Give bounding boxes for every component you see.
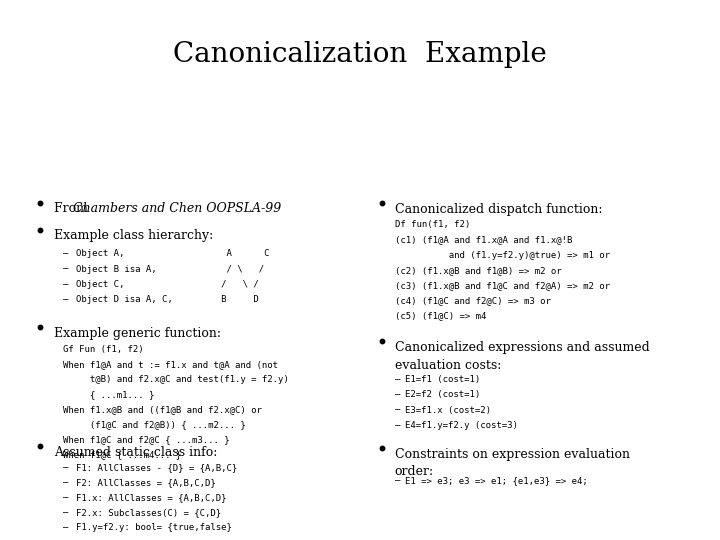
Text: Assumed static class info:: Assumed static class info: <box>54 446 217 458</box>
Text: Object A,                   A      C: Object A, A C <box>76 249 269 259</box>
Text: –: – <box>63 493 68 502</box>
Text: evaluation costs:: evaluation costs: <box>395 359 501 372</box>
Text: F2: AllClasses = {A,B,C,D}: F2: AllClasses = {A,B,C,D} <box>76 478 215 487</box>
Text: –: – <box>63 463 68 472</box>
Text: (c4) (f1@C and f2@C) => m3 or: (c4) (f1@C and f2@C) => m3 or <box>395 296 550 305</box>
Text: –: – <box>63 265 68 274</box>
Text: Example generic function:: Example generic function: <box>54 327 221 340</box>
Text: F1: AllClasses - {D} = {A,B,C}: F1: AllClasses - {D} = {A,B,C} <box>76 463 237 472</box>
Text: Object D isa A, C,         B     D: Object D isa A, C, B D <box>76 295 258 304</box>
Text: order:: order: <box>395 465 433 478</box>
Text: Object C,                  /   \ /: Object C, / \ / <box>76 280 258 289</box>
Text: Constraints on expression evaluation: Constraints on expression evaluation <box>395 448 629 461</box>
Text: When f1@C and f2@C { ...m3... }: When f1@C and f2@C { ...m3... } <box>63 435 230 444</box>
Text: –: – <box>395 476 400 485</box>
Text: E1 => e3; e3 => e1; {e1,e3} => e4;: E1 => e3; e3 => e1; {e1,e3} => e4; <box>405 476 588 485</box>
Text: and (f1.y=f2.y)@true) => m1 or: and (f1.y=f2.y)@true) => m1 or <box>395 251 610 260</box>
Text: When f1.x@B and ((f1@B and f2.x@C) or: When f1.x@B and ((f1@B and f2.x@C) or <box>63 405 262 414</box>
Text: (c3) (f1.x@B and f1@C and f2@A) => m2 or: (c3) (f1.x@B and f1@C and f2@A) => m2 or <box>395 281 610 290</box>
Text: Canonicalization  Example: Canonicalization Example <box>173 40 547 68</box>
Text: t@B) and f2.x@C and test(f1.y = f2.y): t@B) and f2.x@C and test(f1.y = f2.y) <box>63 375 289 384</box>
Text: Df fun(f1, f2): Df fun(f1, f2) <box>395 220 470 230</box>
Text: Gf Fun (f1, f2): Gf Fun (f1, f2) <box>63 345 144 354</box>
Text: Canonicalized dispatch function:: Canonicalized dispatch function: <box>395 202 602 215</box>
Text: –: – <box>395 406 400 415</box>
Text: –: – <box>63 508 68 517</box>
Text: (c5) (f1@C) => m4: (c5) (f1@C) => m4 <box>395 311 486 320</box>
Text: –: – <box>63 523 68 532</box>
Text: E3=f1.x (cost=2): E3=f1.x (cost=2) <box>405 406 490 415</box>
Text: From: From <box>54 202 92 215</box>
Text: F2.x: Subclasses(C) = {C,D}: F2.x: Subclasses(C) = {C,D} <box>76 508 221 517</box>
Text: When f1@C { ...m4... }: When f1@C { ...m4... } <box>63 450 181 460</box>
Text: E1=f1 (cost=1): E1=f1 (cost=1) <box>405 375 480 384</box>
Text: E4=f1.y=f2.y (cost=3): E4=f1.y=f2.y (cost=3) <box>405 421 518 430</box>
Text: E2=f2 (cost=1): E2=f2 (cost=1) <box>405 390 480 400</box>
Text: Example class hierarchy:: Example class hierarchy: <box>54 230 213 242</box>
Text: (c1) (f1@A and f1.x@A and f1.x@!B: (c1) (f1@A and f1.x@A and f1.x@!B <box>395 235 572 245</box>
Text: Chambers and Chen OOPSLA-99: Chambers and Chen OOPSLA-99 <box>73 202 281 215</box>
Text: –: – <box>395 421 400 430</box>
Text: F1.y=f2.y: bool= {true,false}: F1.y=f2.y: bool= {true,false} <box>76 523 231 532</box>
Text: { ...m1... }: { ...m1... } <box>63 390 155 399</box>
Text: F1.x: AllClasses = {A,B,C,D}: F1.x: AllClasses = {A,B,C,D} <box>76 493 226 502</box>
Text: Object B isa A,             / \   /: Object B isa A, / \ / <box>76 265 264 274</box>
Text: –: – <box>63 249 68 259</box>
Text: (c2) (f1.x@B and f1@B) => m2 or: (c2) (f1.x@B and f1@B) => m2 or <box>395 266 561 275</box>
Text: –: – <box>63 295 68 304</box>
Text: –: – <box>395 390 400 400</box>
Text: –: – <box>63 478 68 487</box>
Text: –: – <box>63 280 68 289</box>
Text: When f1@A and t := f1.x and t@A and (not: When f1@A and t := f1.x and t@A and (not <box>63 360 279 369</box>
Text: –: – <box>395 375 400 384</box>
Text: Canonicalized expressions and assumed: Canonicalized expressions and assumed <box>395 341 649 354</box>
Text: (f1@C and f2@B)) { ...m2... }: (f1@C and f2@B)) { ...m2... } <box>63 420 246 429</box>
